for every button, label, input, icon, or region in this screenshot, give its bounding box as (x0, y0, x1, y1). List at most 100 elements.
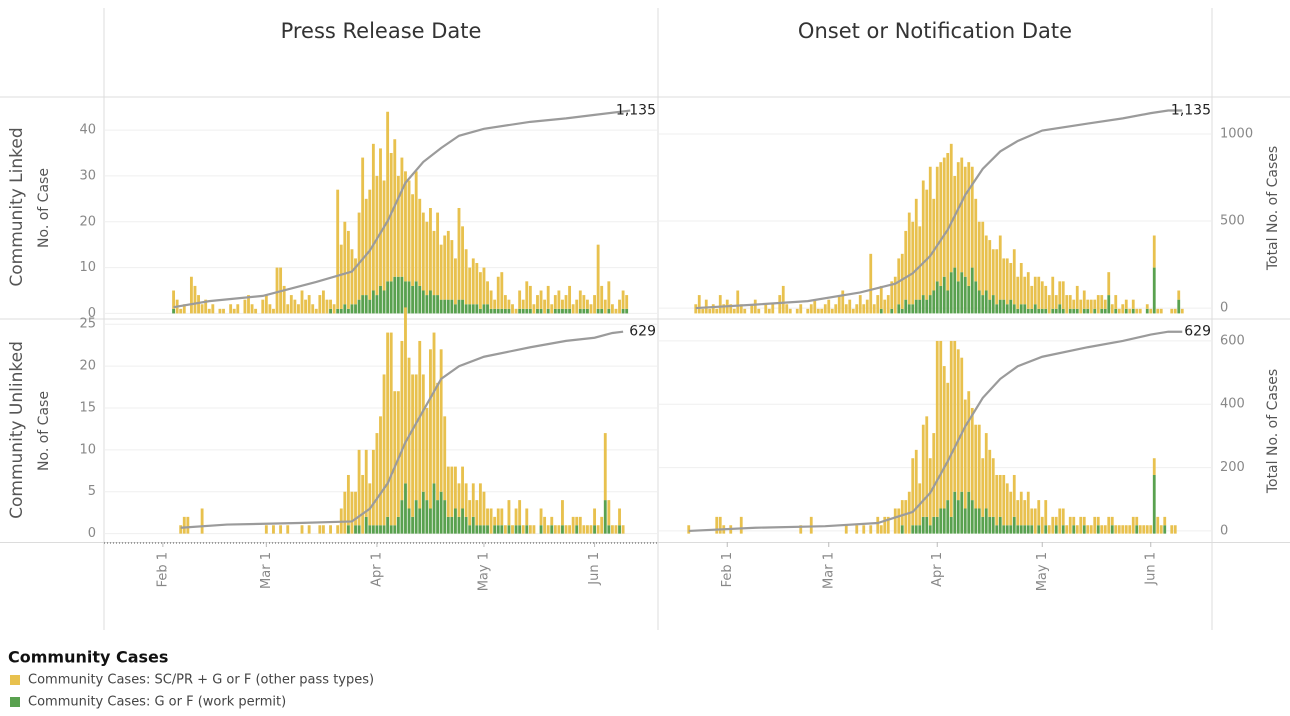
bar (625, 295, 629, 309)
bar (1002, 258, 1006, 300)
bar (321, 525, 325, 534)
bar (361, 157, 365, 296)
bar (834, 304, 838, 314)
legend-label[interactable]: Community Cases: G or F (work permit) (28, 695, 286, 710)
bar (729, 304, 733, 314)
bar (411, 516, 415, 534)
cumulative-line (695, 109, 1183, 310)
bar (1068, 308, 1072, 314)
bar (521, 525, 525, 534)
bar (963, 399, 967, 509)
bar (911, 221, 915, 305)
bar (753, 299, 757, 314)
bar (1037, 308, 1041, 314)
bar (1058, 508, 1062, 534)
bar (1107, 516, 1111, 534)
bar (883, 516, 887, 534)
bar (1173, 525, 1177, 534)
bar (1012, 249, 1016, 305)
bar (1033, 304, 1037, 314)
bar (471, 304, 475, 314)
bar (928, 525, 932, 534)
bar (607, 308, 611, 314)
bar (1040, 516, 1044, 534)
bar (414, 374, 418, 501)
bar (1110, 525, 1114, 534)
bar (600, 285, 604, 309)
bar (439, 491, 443, 534)
bar (375, 175, 379, 296)
bar (200, 304, 204, 314)
bar (939, 508, 943, 534)
bar (1124, 525, 1128, 534)
bar (1026, 525, 1030, 534)
bar (411, 374, 415, 517)
bar (1033, 276, 1037, 305)
bar (1149, 525, 1153, 534)
bar (357, 299, 361, 314)
bar (218, 308, 222, 314)
bar (823, 304, 827, 314)
bar (1159, 308, 1163, 314)
bar (911, 525, 915, 534)
bar (942, 508, 946, 534)
bar (222, 308, 225, 314)
bar (172, 308, 175, 314)
bar (911, 304, 915, 314)
bar (900, 253, 904, 309)
bar (343, 221, 347, 305)
bar (471, 483, 475, 517)
bar (1138, 525, 1142, 534)
bar (953, 175, 957, 268)
bar (343, 491, 347, 534)
bar (350, 304, 354, 314)
bar (379, 285, 382, 314)
column-header: Press Release Date (281, 19, 482, 43)
bar (921, 424, 925, 517)
bar (486, 304, 489, 314)
bar (953, 340, 957, 492)
bar (1100, 525, 1104, 534)
bar (389, 281, 393, 314)
bar (564, 525, 568, 534)
bar (809, 516, 813, 534)
bar (998, 516, 1002, 534)
bar (1096, 525, 1100, 534)
legend-label[interactable]: Community Cases: SC/PR + G or F (other p… (28, 673, 374, 688)
bar (1061, 525, 1065, 534)
bar (232, 308, 236, 314)
bar (960, 272, 964, 314)
bar (942, 366, 946, 509)
bar (575, 299, 579, 314)
bar (970, 267, 974, 314)
bar (1044, 285, 1048, 309)
bar (503, 308, 507, 314)
bar (904, 299, 908, 314)
bar (204, 299, 208, 314)
bar (1058, 281, 1062, 305)
bar (1149, 308, 1153, 314)
bar (925, 516, 929, 534)
bar (939, 285, 943, 314)
bar (386, 516, 390, 534)
bar (329, 299, 332, 309)
bar (960, 491, 964, 534)
bar (182, 516, 186, 534)
bar (1026, 272, 1030, 309)
bar (1061, 508, 1065, 526)
bar (525, 308, 529, 314)
bar (461, 299, 464, 314)
bar (879, 285, 883, 309)
bar (396, 276, 400, 314)
bar (589, 525, 593, 534)
bar (418, 285, 422, 314)
bar (862, 525, 866, 534)
bar (1002, 525, 1006, 534)
bar (436, 382, 440, 501)
bar (767, 308, 771, 314)
bar (995, 249, 999, 305)
bar (1082, 516, 1086, 526)
bar (264, 525, 268, 534)
bar (785, 304, 789, 314)
bar (503, 525, 507, 534)
